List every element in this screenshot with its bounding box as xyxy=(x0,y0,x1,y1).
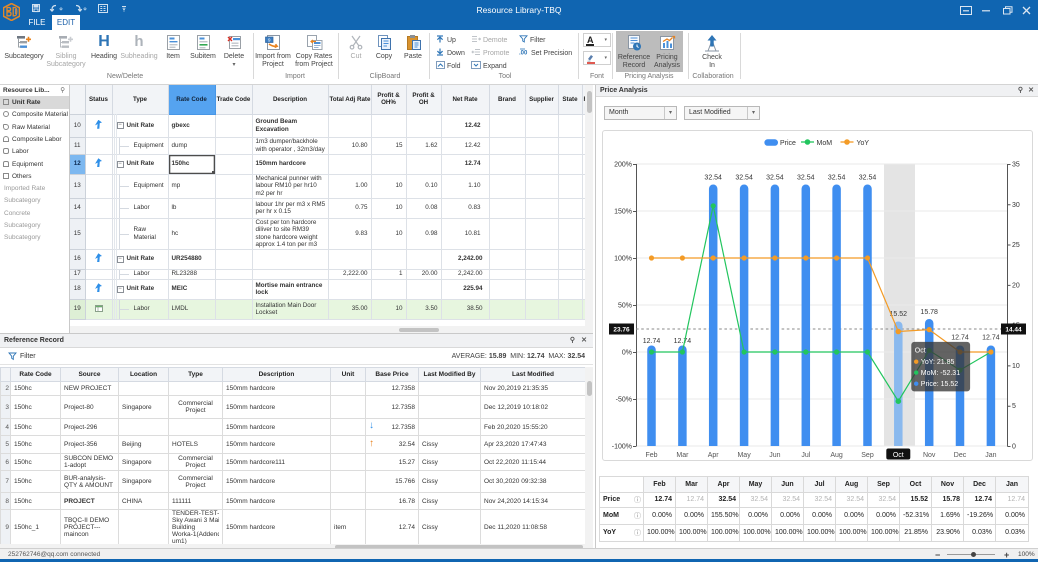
svg-text:Price: Price xyxy=(780,140,796,147)
svg-text:Jun: Jun xyxy=(769,452,780,459)
svg-text:Mar: Mar xyxy=(676,452,689,459)
svg-text:MoM: MoM xyxy=(817,140,833,147)
svg-text:0: 0 xyxy=(1012,444,1016,451)
svg-text:Oct: Oct xyxy=(893,452,904,459)
svg-text:0%: 0% xyxy=(622,350,632,357)
svg-text:10: 10 xyxy=(1012,363,1020,370)
svg-text:100%: 100% xyxy=(614,256,632,263)
svg-text:32.54: 32.54 xyxy=(704,175,722,182)
svg-text:15.78: 15.78 xyxy=(920,309,938,316)
svg-text:32.54: 32.54 xyxy=(859,175,877,182)
svg-text:15.52: 15.52 xyxy=(890,311,908,318)
svg-text:12.74: 12.74 xyxy=(982,335,1000,342)
svg-text:50%: 50% xyxy=(618,303,632,310)
svg-text:12.74: 12.74 xyxy=(674,338,692,345)
svg-text:12.74: 12.74 xyxy=(951,335,969,342)
svg-text:Dec: Dec xyxy=(954,452,967,459)
svg-text:MoM: -52.31: MoM: -52.31 xyxy=(921,370,960,377)
svg-text:12.74: 12.74 xyxy=(643,338,661,345)
svg-text:35: 35 xyxy=(1012,162,1020,169)
svg-text:May: May xyxy=(737,452,751,459)
svg-text:14.44: 14.44 xyxy=(1005,327,1022,334)
svg-text:YoY: 21.85: YoY: 21.85 xyxy=(921,359,955,366)
svg-text:Feb: Feb xyxy=(645,452,657,459)
svg-text:Apr: Apr xyxy=(708,452,720,459)
svg-text:32.54: 32.54 xyxy=(766,175,784,182)
svg-text:Jan: Jan xyxy=(985,452,996,459)
svg-text:Sep: Sep xyxy=(861,452,874,459)
svg-text:20: 20 xyxy=(1012,282,1020,289)
svg-text:Price: 15.52: Price: 15.52 xyxy=(921,381,958,388)
svg-text:Oct: Oct xyxy=(915,348,926,355)
svg-text:23.76: 23.76 xyxy=(613,327,630,334)
svg-text:32.54: 32.54 xyxy=(735,175,753,182)
svg-text:150%: 150% xyxy=(614,209,632,216)
svg-text:YoY: YoY xyxy=(857,140,870,147)
svg-text:32.54: 32.54 xyxy=(797,175,815,182)
svg-text:Jul: Jul xyxy=(801,452,810,459)
svg-text:Nov: Nov xyxy=(923,452,936,459)
svg-text:32.54: 32.54 xyxy=(828,175,846,182)
svg-text:.00: .00 xyxy=(519,51,528,57)
svg-text:5: 5 xyxy=(1012,403,1016,410)
svg-text:Aug: Aug xyxy=(830,452,843,459)
svg-text:9: 9 xyxy=(268,37,271,42)
svg-text:25: 25 xyxy=(1012,242,1020,249)
svg-text:30: 30 xyxy=(1012,202,1020,209)
svg-text:-50%: -50% xyxy=(616,397,632,404)
svg-text:-100%: -100% xyxy=(612,444,632,451)
svg-text:200%: 200% xyxy=(614,162,632,169)
